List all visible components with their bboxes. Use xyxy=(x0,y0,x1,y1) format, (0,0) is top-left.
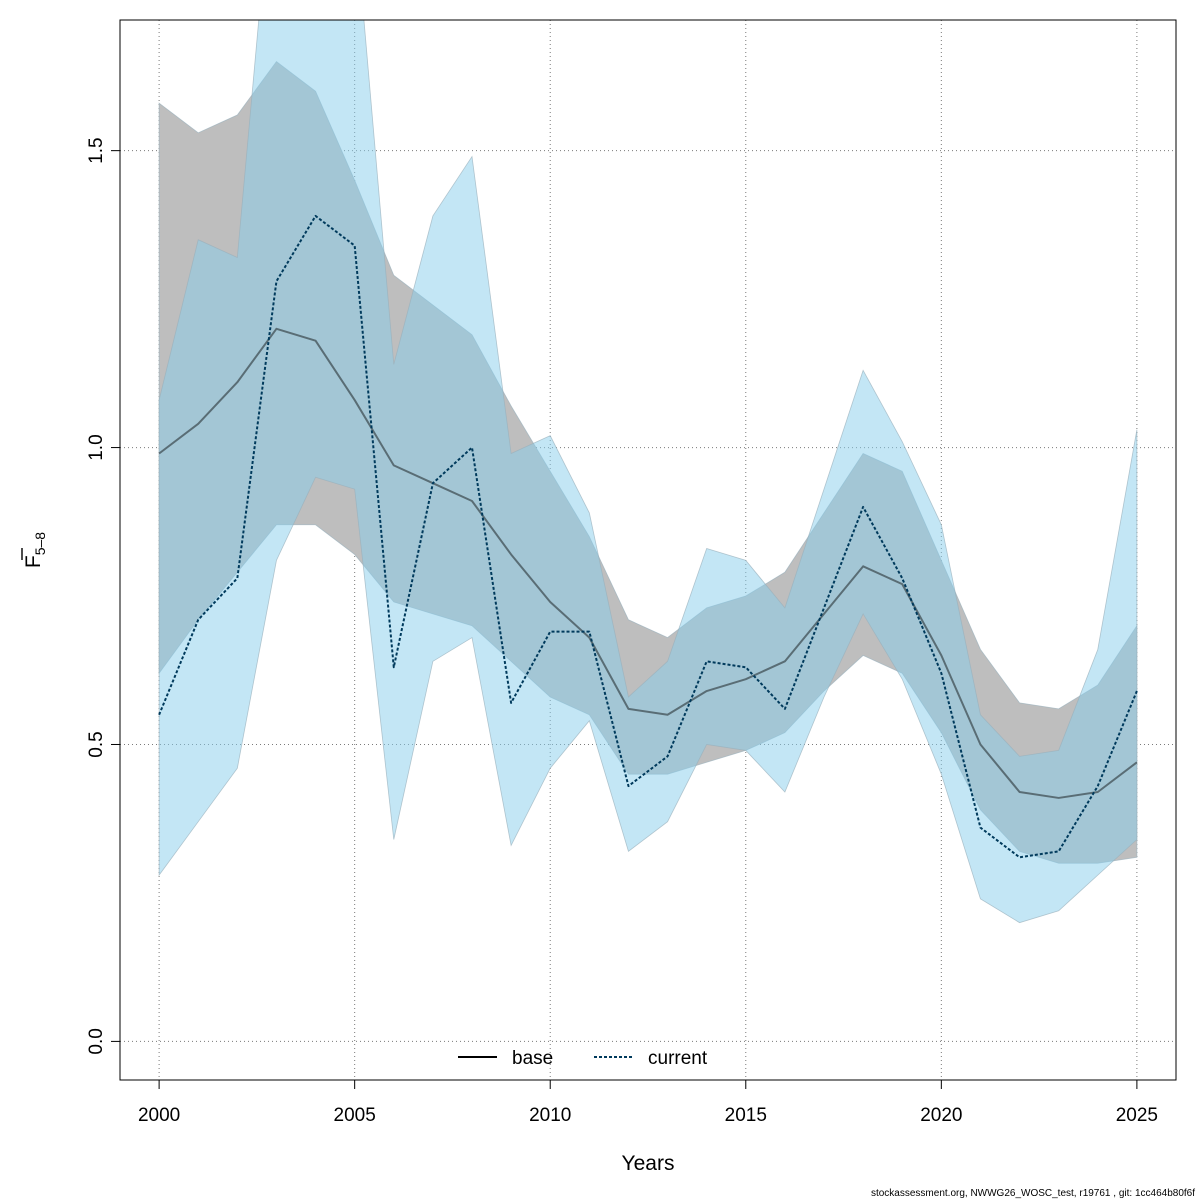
y-axis-title: F5–8 xyxy=(21,532,48,568)
y-tick-label-2: 1.0 xyxy=(86,434,107,460)
x-tick-label-2020: 2020 xyxy=(920,1105,962,1126)
x-tick-label-2005: 2005 xyxy=(334,1105,376,1126)
plot-frame xyxy=(119,19,1177,1081)
confidence-bands xyxy=(158,20,1138,924)
svg-text:F5–8: F5–8 xyxy=(22,532,48,568)
series-line-current xyxy=(158,214,1138,859)
y-axis-title-main: F xyxy=(22,555,45,568)
y-tick-label-3: 1.5 xyxy=(86,137,107,163)
series-lines xyxy=(158,214,1138,859)
axes: 2000 2005 2010 2015 2020 2025 0.0 0.5 1.0 1.5 xyxy=(86,137,1158,1126)
legend-label-base: base xyxy=(512,1048,553,1069)
legend: base current xyxy=(458,1048,708,1069)
x-axis-title: Years xyxy=(622,1152,675,1175)
y-axis-title-sub: 5–8 xyxy=(32,532,48,556)
x-tick-label-2015: 2015 xyxy=(725,1105,767,1126)
x-tick-label-2025: 2025 xyxy=(1116,1105,1158,1126)
x-tick-label-2000: 2000 xyxy=(138,1105,180,1126)
footer-credit: stockassessment.org, NWWG26_WOSC_test, r… xyxy=(871,1188,1195,1199)
legend-label-current: current xyxy=(648,1048,708,1069)
y-tick-label-1: 0.5 xyxy=(86,731,107,757)
x-tick-label-2010: 2010 xyxy=(529,1105,571,1126)
confidence-band-current xyxy=(158,20,1138,924)
y-tick-label-0: 0.0 xyxy=(86,1028,107,1054)
series-line-base xyxy=(158,327,1138,799)
